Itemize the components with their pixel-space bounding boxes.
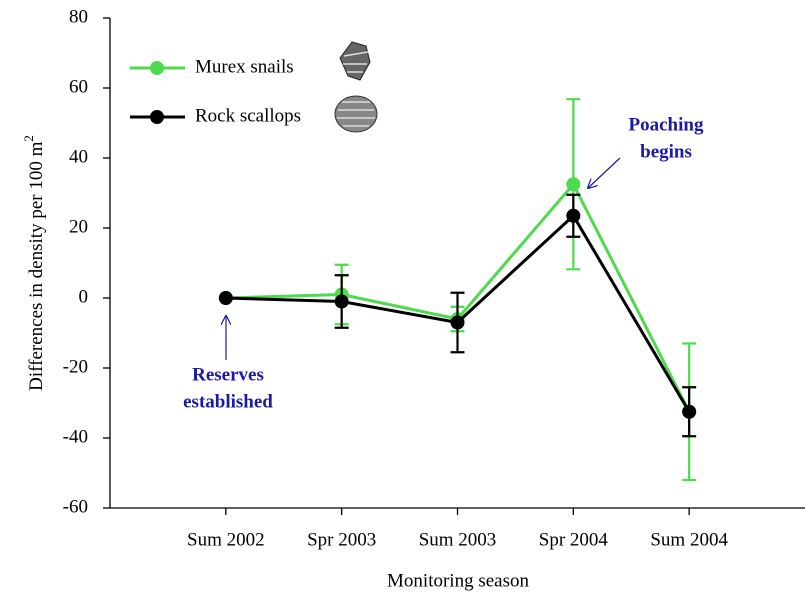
y-tick-label: 60 [69, 76, 88, 97]
x-tick-label: Spr 2004 [539, 529, 609, 550]
y-label-sup: 2 [21, 135, 36, 142]
y-axis-label: Differences in density per 100 m2 [21, 135, 47, 391]
legend-marker [150, 110, 164, 124]
y-tick-label: -40 [63, 426, 88, 447]
annotation-arrow [588, 158, 620, 188]
legend-label: Rock scallops [195, 105, 301, 126]
scallop-icon [335, 96, 377, 132]
x-tick-label: Sum 2002 [187, 529, 265, 550]
point [566, 177, 580, 191]
y-tick-label: -20 [63, 356, 88, 377]
y-tick-label: 20 [69, 216, 88, 237]
point [335, 295, 349, 309]
y-tick-label: 0 [79, 286, 89, 307]
annotation: begins [640, 141, 692, 162]
annotation: Reserves [192, 364, 264, 385]
point [566, 209, 580, 223]
legend-label: Murex snails [195, 56, 294, 77]
annotation: Poaching [629, 114, 704, 135]
chart: Differences in density per 100 m2 Monito… [0, 0, 805, 596]
legend-marker [150, 61, 164, 75]
x-axis-label: Monitoring season [387, 570, 529, 591]
y-label-main: Differences in density per 100 m [26, 141, 47, 390]
y-tick-label: 40 [69, 146, 88, 167]
x-tick-label: Sum 2004 [650, 529, 728, 550]
point [451, 316, 465, 330]
point [219, 291, 233, 305]
y-tick-label: 80 [69, 6, 88, 27]
x-tick-label: Sum 2003 [419, 529, 497, 550]
annotation: established [183, 391, 273, 412]
snail-icon [340, 42, 370, 80]
point [682, 405, 696, 419]
x-tick-label: Spr 2003 [307, 529, 376, 550]
y-tick-label: -60 [63, 496, 88, 517]
page: Differences in density per 100 m2 Monito… [0, 0, 805, 596]
